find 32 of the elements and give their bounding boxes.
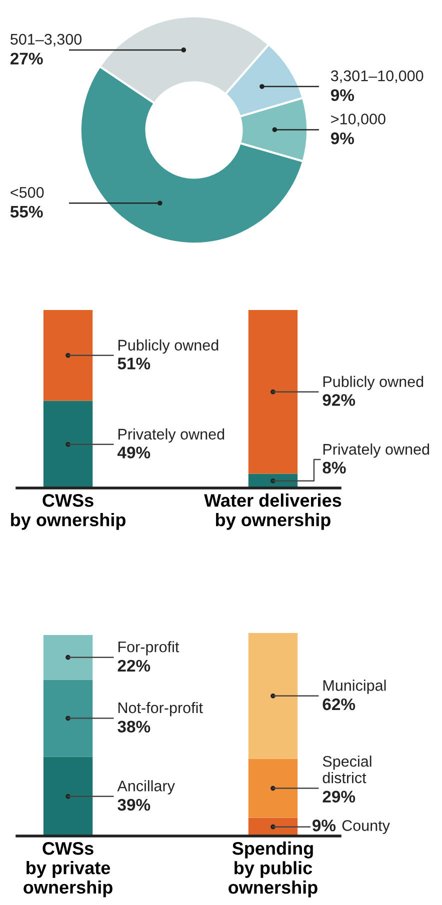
data-label: 51%: [118, 358, 150, 370]
data-label: 9%: [330, 132, 354, 144]
series-label: Publicly owned: [118, 339, 218, 354]
data-label: 8%: [322, 462, 346, 474]
data-label: 92%: [322, 394, 356, 406]
data-label: 22%: [118, 660, 150, 672]
slice-label: >10,000: [331, 114, 386, 126]
slice-label: 3,301–10,000: [330, 70, 424, 84]
x-tick-label: CWSs by private ownership: [24, 842, 112, 898]
data-label: 55%: [10, 206, 43, 218]
series-label: For-profit: [118, 641, 180, 656]
data-label: 62%: [322, 698, 356, 710]
data-label: 9%: [312, 820, 336, 832]
series-label: Not-for-profit: [118, 702, 203, 716]
series-label: Municipal: [323, 680, 386, 694]
data-label: 49%: [117, 446, 150, 458]
x-tick-label: Spending by public ownership: [228, 842, 318, 898]
slice-label: <500: [10, 187, 44, 198]
text: County: [342, 820, 390, 834]
slice-label: 501–3,300: [10, 34, 82, 46]
series-label: Ancillary: [117, 780, 175, 794]
text: Privately owned: [323, 444, 430, 458]
x-tick-label: CWSs by ownership: [11, 494, 126, 530]
data-label: 38%: [118, 720, 150, 733]
data-label: 27%: [10, 52, 43, 64]
data-label: 39%: [118, 798, 150, 811]
data-label: 9%: [330, 89, 354, 102]
x-tick-label: Water deliveries by ownership: [204, 494, 342, 530]
series-label: Special district: [322, 756, 372, 784]
series-label: Privately owned: [118, 428, 224, 443]
text: Publicly owned: [323, 376, 424, 390]
data-label: 29%: [322, 790, 356, 803]
